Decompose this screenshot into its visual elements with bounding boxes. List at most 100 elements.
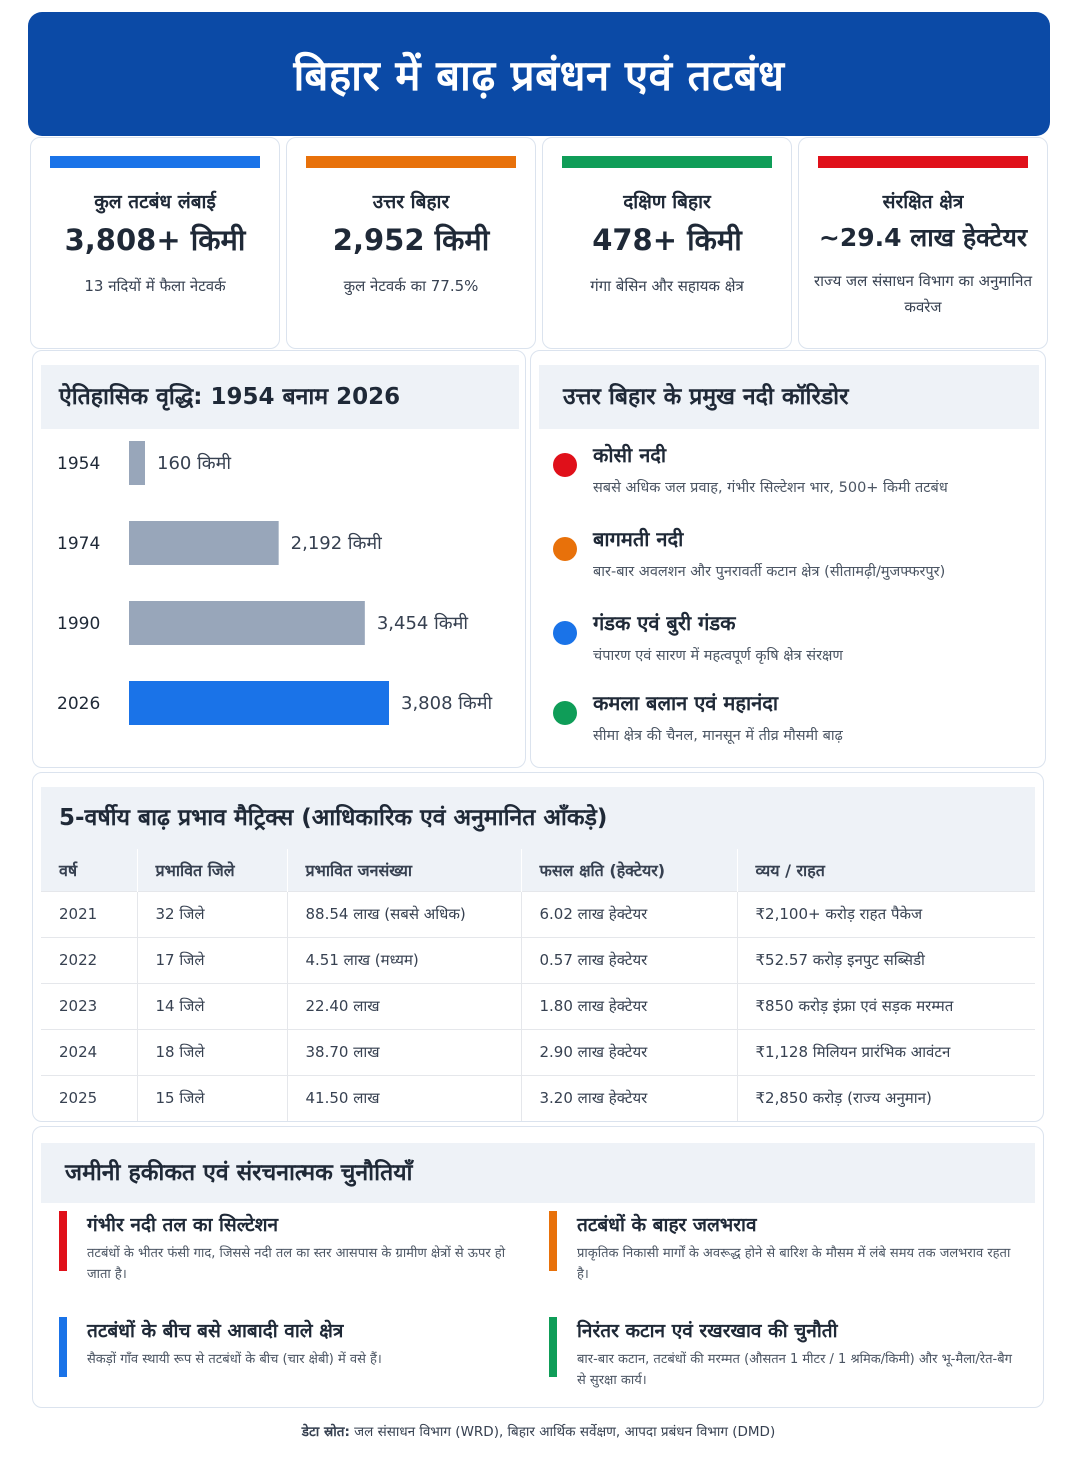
challenge-title: तटबंधों के बाहर जलभराव	[577, 1214, 757, 1236]
table-cell: 0.57 लाख हेक्टेयर	[521, 936, 738, 983]
table-cell: 4.51 लाख (मध्यम)	[287, 936, 522, 983]
corridor-desc: सीमा क्षेत्र की चैनल, मानसून में तीव्र म…	[593, 728, 843, 744]
corridor-desc: चंपारण एवं सारण में महत्वपूर्ण कृषि क्षे…	[593, 648, 843, 664]
corridors-panel: उत्तर बिहार के प्रमुख नदी कॉरिडोर कोसी न…	[530, 350, 1046, 768]
table-cell: 2.90 लाख हेक्टेयर	[521, 1028, 738, 1075]
table-cell: ₹1,128 मिलियन प्रारंभिक आवंटन	[737, 1028, 1035, 1075]
stat-card-north-bihar: उत्तर बिहार 2,952 किमी कुल नेटवर्क का 77…	[286, 137, 536, 349]
source-footer: डेटा स्रोत: जल संसाधन विभाग (WRD), बिहार…	[0, 1422, 1077, 1440]
bar-1954	[129, 441, 145, 485]
table-cell: ₹2,100+ करोड़ राहत पैकेज	[737, 890, 1035, 937]
column-header: फसल क्षति (हेक्टेयर)	[521, 849, 738, 891]
impact-table: वर्ष प्रभावित जिले प्रभावित जनसंख्या फसल…	[41, 849, 1035, 1121]
stat-card-total-length: कुल तटबंध लंबाई 3,808+ किमी 13 नदियों मे…	[30, 137, 280, 349]
table-cell: 3.20 लाख हेक्टेयर	[521, 1074, 738, 1121]
stat-note: राज्य जल संसाधन विभाग का अनुमानित कवरेज	[813, 272, 1033, 316]
stat-card-south-bihar: दक्षिण बिहार 478+ किमी गंगा बेसिन और सहा…	[542, 137, 792, 349]
table-cell: 32 जिले	[137, 890, 288, 937]
bar-category-label: 1974	[57, 534, 100, 554]
challenges-title: जमीनी हकीकत एवं संरचनात्मक चुनौतियाँ	[41, 1143, 1035, 1203]
corridor-desc: सबसे अधिक जल प्रवाह, गंभीर सिल्टेशन भार,…	[593, 480, 948, 496]
stat-note: 13 नदियों में फैला नेटवर्क	[84, 277, 226, 295]
corridor-desc: बार-बार अवलशन और पुनरावर्ती कटान क्षेत्र…	[593, 564, 946, 580]
table-row: 2024 18 जिले 38.70 लाख 2.90 लाख हेक्टेयर…	[41, 1028, 1035, 1075]
stat-value: 3,808+ किमी	[64, 223, 246, 257]
stat-accent-bar	[562, 156, 772, 168]
table-cell: 38.70 लाख	[287, 1028, 522, 1075]
stat-card-protected-area: संरक्षित क्षेत्र ~29.4 लाख हेक्टेयर राज्…	[798, 137, 1048, 349]
bar-category-label: 2026	[57, 694, 100, 714]
challenge-title: तटबंधों के बीच बसे आबादी वाले क्षेत्र	[87, 1320, 344, 1342]
corridors-title: उत्तर बिहार के प्रमुख नदी कॉरिडोर	[539, 365, 1039, 429]
table-cell: 17 जिले	[137, 936, 288, 983]
impact-title: 5-वर्षीय बाढ़ प्रभाव मैट्रिक्स (आधिकारिक…	[41, 787, 1035, 849]
bar-value-label: 2,192 किमी	[291, 532, 383, 554]
challenge-accent-bar	[59, 1317, 67, 1377]
challenge-accent-bar	[59, 1211, 67, 1271]
corridor-name: कमला बलान एवं महानंदा	[593, 691, 779, 715]
history-title: ऐतिहासिक वृद्धि: 1954 बनाम 2026	[41, 365, 519, 429]
source-text: जल संसाधन विभाग (WRD), बिहार आर्थिक सर्व…	[349, 1424, 776, 1440]
table-cell: 15 जिले	[137, 1074, 288, 1121]
stat-note: गंगा बेसिन और सहायक क्षेत्र	[590, 277, 744, 295]
bar-2026	[129, 681, 389, 725]
table-cell: 6.02 लाख हेक्टेयर	[521, 890, 738, 937]
challenge-title: निरंतर कटान एवं रखरखाव की चुनौती	[577, 1320, 838, 1342]
page-title: बिहार में बाढ़ प्रबंधन एवं तटबंध	[293, 50, 785, 100]
stat-value: 2,952 किमी	[332, 223, 490, 257]
table-cell: 41.50 लाख	[287, 1074, 522, 1121]
table-cell: 18 जिले	[137, 1028, 288, 1075]
table-header-row: वर्ष प्रभावित जिले प्रभावित जनसंख्या फसल…	[41, 849, 1035, 891]
bar-value-label: 3,454 किमी	[377, 612, 469, 634]
corridor-name: बागमती नदी	[593, 527, 684, 551]
bar-1974	[129, 521, 279, 565]
table-cell: ₹52.57 करोड़ इनपुट सब्सिडी	[737, 936, 1035, 983]
impact-panel: 5-वर्षीय बाढ़ प्रभाव मैट्रिक्स (आधिकारिक…	[32, 772, 1044, 1122]
history-panel: ऐतिहासिक वृद्धि: 1954 बनाम 2026 1954 160 …	[32, 350, 526, 768]
stat-label: उत्तर बिहार	[372, 191, 450, 213]
stat-label: संरक्षित क्षेत्र	[882, 191, 964, 213]
challenges-panel: जमीनी हकीकत एवं संरचनात्मक चुनौतियाँ गंभ…	[32, 1126, 1044, 1408]
table-cell: 2024	[41, 1028, 138, 1075]
table-row: 2021 32 जिले 88.54 लाख (सबसे अधिक) 6.02 …	[41, 890, 1035, 937]
table-cell: 22.40 लाख	[287, 982, 522, 1029]
bar-1990	[129, 601, 365, 645]
challenge-title: गंभीर नदी तल का सिल्टेशन	[87, 1214, 279, 1236]
table-row: 2022 17 जिले 4.51 लाख (मध्यम) 0.57 लाख ह…	[41, 936, 1035, 983]
table-cell: 2021	[41, 890, 138, 937]
table-cell: 1.80 लाख हेक्टेयर	[521, 982, 738, 1029]
table-cell: 2025	[41, 1074, 138, 1121]
bar-value-label: 3,808 किमी	[401, 692, 493, 714]
stat-label: दक्षिण बिहार	[623, 191, 711, 213]
column-header: प्रभावित जिले	[137, 849, 288, 891]
bar-category-label: 1954	[57, 454, 100, 474]
corridor-dot	[553, 701, 577, 725]
stat-accent-bar	[818, 156, 1028, 168]
column-header: व्यय / राहत	[737, 849, 1035, 891]
stat-value: 478+ किमी	[592, 223, 742, 257]
bar-category-label: 1990	[57, 614, 100, 634]
challenge-desc: सैकड़ों गाँव स्थायी रूप से तटबंधों के बी…	[87, 1352, 382, 1367]
column-header: प्रभावित जनसंख्या	[287, 849, 522, 891]
stat-note: कुल नेटवर्क का 77.5%	[343, 277, 479, 295]
table-cell: 14 जिले	[137, 982, 288, 1029]
stat-label: कुल तटबंध लंबाई	[94, 191, 216, 213]
table-cell: 88.54 लाख (सबसे अधिक)	[287, 890, 522, 937]
corridor-dot	[553, 453, 577, 477]
column-header: वर्ष	[41, 849, 138, 891]
corridor-dot	[553, 537, 577, 561]
table-row: 2023 14 जिले 22.40 लाख 1.80 लाख हेक्टेयर…	[41, 982, 1035, 1029]
bar-value-label: 160 किमी	[157, 452, 231, 474]
challenge-accent-bar	[549, 1211, 557, 1271]
challenge-desc: तटबंधों के भीतर फंसी गाद, जिससे नदी तल क…	[87, 1246, 506, 1282]
challenge-desc: बार-बार कटान, तटबंधों की मरम्मत (औसतन 1 …	[577, 1352, 1012, 1388]
stat-cards: कुल तटबंध लंबाई 3,808+ किमी 13 नदियों मे…	[30, 137, 1048, 349]
stat-accent-bar	[50, 156, 260, 168]
table-row: 2025 15 जिले 41.50 लाख 3.20 लाख हेक्टेयर…	[41, 1074, 1035, 1121]
source-label: डेटा स्रोत:	[301, 1424, 350, 1440]
table-cell: ₹2,850 करोड़ (राज्य अनुमान)	[737, 1074, 1035, 1121]
stat-accent-bar	[306, 156, 516, 168]
corridor-name: कोसी नदी	[593, 443, 667, 467]
stat-value: ~29.4 लाख हेक्टेयर	[818, 223, 1028, 252]
corridor-dot	[553, 621, 577, 645]
